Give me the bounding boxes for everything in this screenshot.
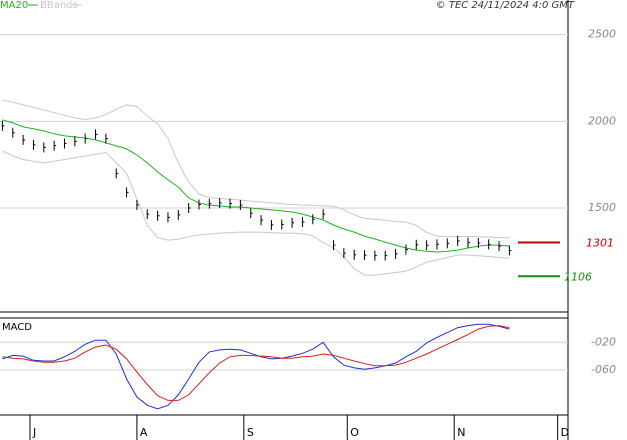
y-tick-label: 2000: [588, 114, 616, 127]
price-bar: [374, 250, 377, 261]
price-bar: [436, 239, 439, 250]
price-bar: [74, 136, 77, 147]
price-bar: [384, 250, 388, 261]
price-bar: [136, 200, 139, 211]
price-bar: [508, 245, 512, 256]
price-bar: [467, 237, 470, 248]
price-bar: [312, 214, 315, 225]
price-bar: [332, 240, 336, 251]
x-tick-label: D: [561, 426, 569, 439]
price-bar: [353, 249, 357, 260]
macd-line: [2, 325, 510, 401]
price-bar: [260, 215, 264, 226]
band-upper: [2, 99, 510, 239]
price-bar: [32, 139, 36, 150]
price-bar: [188, 203, 191, 213]
price-bar: [146, 209, 150, 220]
legend-label: MA20: [0, 0, 28, 11]
y-tick-label: -020: [591, 335, 616, 348]
price-bar: [457, 235, 460, 246]
price-bar: [95, 129, 98, 140]
price-bar: [281, 219, 284, 230]
price-bar: [301, 217, 305, 228]
price-bar: [446, 238, 450, 249]
y-tick-label: 2500: [588, 28, 616, 41]
price-bar: [63, 138, 67, 149]
price-bar: [198, 199, 201, 210]
y-tick-label: -060: [591, 363, 616, 376]
price-bar: [219, 197, 222, 208]
price-bar: [126, 187, 129, 198]
price-bar: [343, 248, 346, 259]
price-bar: [488, 239, 491, 250]
price-bar: [364, 250, 367, 261]
level-label: 1106: [564, 270, 592, 283]
x-tick-label: S: [247, 426, 254, 439]
price-bar: [177, 209, 181, 220]
price-bar: [291, 217, 295, 228]
price-bar: [53, 140, 57, 151]
band-lower: [2, 150, 510, 276]
legend-label: BBands: [40, 0, 78, 11]
x-tick-label: A: [140, 426, 148, 439]
price-bar: [498, 241, 502, 252]
x-tick-label: J: [32, 426, 36, 439]
price-bar: [43, 142, 46, 153]
price-bar: [84, 133, 88, 144]
macd-title: MACD: [2, 322, 32, 333]
price-bar: [415, 239, 419, 250]
price-bar: [1, 120, 5, 131]
price-bar: [12, 127, 15, 138]
y-tick-label: 1500: [588, 201, 616, 214]
macd-line: [2, 323, 510, 410]
price-bar: [115, 168, 119, 179]
price-bar: [167, 212, 170, 223]
price-bar: [250, 208, 253, 219]
price-bar: [157, 210, 160, 221]
price-bar: [426, 240, 429, 251]
price-bar: [395, 248, 398, 259]
price-bar: [405, 244, 408, 255]
price-bar: [208, 198, 212, 209]
price-bar: [105, 133, 108, 144]
price-bar: [229, 198, 233, 209]
level-label: 1301: [586, 236, 614, 249]
copyright: © TEC 24/11/2024 4:0 GMT: [436, 0, 575, 11]
x-tick-label: O: [350, 426, 359, 439]
price-bar: [239, 200, 243, 211]
price-bar: [22, 134, 26, 145]
price-bar: [322, 209, 326, 220]
price-bar: [477, 238, 481, 249]
x-tick-label: N: [457, 426, 465, 439]
price-bar: [270, 219, 274, 230]
